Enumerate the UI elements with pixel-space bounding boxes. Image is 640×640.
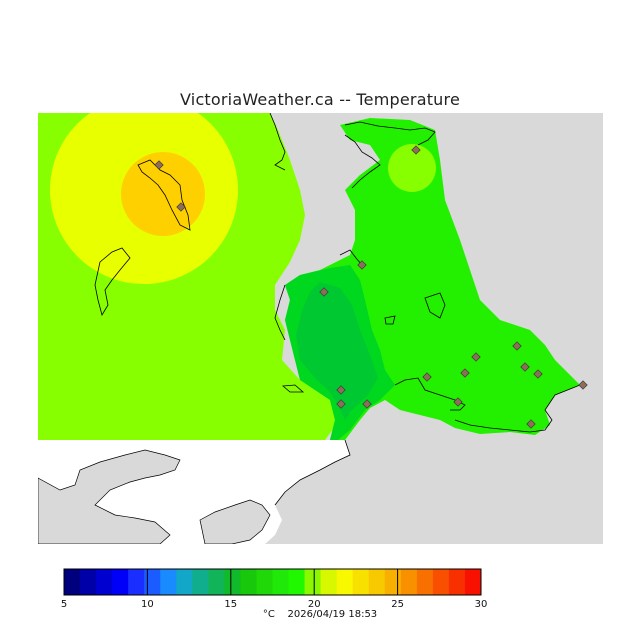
scale-cell <box>144 569 161 595</box>
scale-cell <box>208 569 225 595</box>
timestamp: 2026/04/19 18:53 <box>287 609 378 620</box>
unit-label: °C <box>262 609 275 620</box>
station-marker <box>154 160 164 170</box>
scale-tick-label: 25 <box>391 599 404 610</box>
map-title: VictoriaWeather.ca -- Temperature <box>180 90 460 109</box>
station-marker <box>512 341 522 351</box>
scale-cell <box>272 569 290 595</box>
station-marker <box>422 372 432 382</box>
station-marker <box>336 385 346 395</box>
scale-cell <box>432 569 450 595</box>
station-marker <box>319 287 329 297</box>
scale-cell <box>80 569 97 595</box>
scale-cell <box>128 569 145 595</box>
scale-cell <box>192 569 209 595</box>
station-marker <box>578 380 588 390</box>
timestamp-line: °C 2026/04/19 18:53 <box>0 609 640 620</box>
station-marker <box>336 399 346 409</box>
scale-tick-label: 5 <box>61 599 67 610</box>
station-marker <box>453 397 463 407</box>
scale-cell <box>112 569 129 595</box>
station-marker <box>471 352 481 362</box>
station-markers <box>154 145 588 429</box>
station-marker <box>411 145 421 155</box>
scale-cell <box>304 569 322 595</box>
scale-cell <box>96 569 113 595</box>
station-marker <box>526 419 536 429</box>
scale-cell <box>384 569 402 595</box>
zone-warm-core <box>121 152 205 236</box>
station-marker <box>533 369 543 379</box>
scale-cell <box>368 569 386 595</box>
scale-cell <box>256 569 273 595</box>
station-marker <box>460 368 470 378</box>
coast-south-shape <box>38 449 181 544</box>
station-marker <box>357 260 367 270</box>
scale-tick-label: 10 <box>141 599 154 610</box>
scale-cell <box>400 569 418 595</box>
scale-cell <box>240 569 257 595</box>
scale-cell <box>416 569 434 595</box>
coast-south-shape-2 <box>199 499 271 544</box>
scale-tick-label: 20 <box>308 599 321 610</box>
scale-cell <box>64 569 81 595</box>
scale-cell <box>320 569 338 595</box>
scale-cells <box>64 569 482 595</box>
scale-cell <box>176 569 193 595</box>
zone-coolest-area <box>296 282 378 420</box>
scale-labels: 5 10 15 20 25 30 <box>61 599 488 610</box>
scale-tick-label: 15 <box>224 599 237 610</box>
scale-border <box>63 568 482 596</box>
scale-cell <box>288 569 306 595</box>
coastlines <box>94 113 581 506</box>
zone-warm-small <box>388 144 436 192</box>
station-marker <box>176 202 186 212</box>
scale-tick-label: 30 <box>475 599 488 610</box>
scale-cell <box>464 569 482 595</box>
scale-cell <box>448 569 466 595</box>
scale-cell <box>160 569 177 595</box>
scale-cell <box>336 569 354 595</box>
scale-cell <box>352 569 370 595</box>
station-marker <box>520 362 530 372</box>
scale-cell <box>224 569 241 595</box>
station-marker <box>362 399 372 409</box>
